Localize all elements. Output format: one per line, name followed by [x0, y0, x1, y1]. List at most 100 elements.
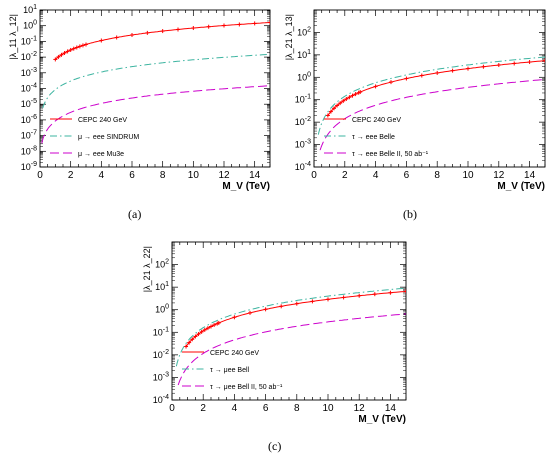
series-line-3	[177, 313, 406, 386]
series-line-3	[41, 85, 270, 144]
y-tick-label: 10-5	[21, 98, 37, 109]
y-tick-base: 10	[297, 72, 307, 82]
legend-label-3: μ → eee Mu3e	[78, 151, 124, 158]
y-tick-label: 10-3	[295, 139, 311, 150]
x-axis-label: M_V (TeV)	[222, 181, 270, 192]
x-axis-label: M_V (TeV)	[358, 414, 406, 425]
y-axis-label: |λ_21 λ_13|	[284, 14, 294, 60]
x-tick-label: 12	[493, 170, 505, 181]
series-layer	[317, 56, 545, 151]
series-line-2	[42, 53, 270, 109]
y-tick-exponent: -9	[31, 161, 37, 168]
chart-panel-a: 0 2 4 6 8 10 12 1410-910-810-710-610-510-410-31…	[8, 4, 271, 192]
y-tick-label: 101	[297, 49, 311, 60]
y-tick-exponent: -5	[31, 98, 37, 105]
y-tick-exponent: -1	[305, 94, 311, 101]
y-tick-label: 10-2	[153, 349, 169, 360]
y-tick-base: 10	[21, 68, 31, 78]
y-tick-base: 10	[153, 395, 163, 405]
y-tick-base: 10	[295, 140, 305, 150]
series-line-1	[185, 290, 406, 347]
y-tick-label: 10-2	[295, 116, 311, 127]
legend-label-1: CEPC 240 GeV	[78, 117, 127, 124]
chart-panel-c: 0 2 4 6 8 10 12 1410-410-310-210-1100101102M_V …	[142, 241, 407, 425]
y-tick-label: 101	[155, 281, 169, 292]
series-layer	[41, 20, 270, 144]
x-tick-label: 14	[385, 403, 397, 414]
legend-label-3: τ → eee Belle II, 50 ab⁻¹	[352, 151, 429, 158]
y-tick-exponent: -1	[163, 326, 169, 333]
x-tick-label: 6	[404, 170, 410, 181]
plot-frame	[313, 9, 546, 168]
y-tick-base: 10	[21, 115, 31, 125]
y-tick-label: 101	[23, 4, 37, 15]
y-tick-exponent: 1	[33, 4, 37, 11]
y-tick-label: 10-4	[295, 161, 311, 172]
y-tick-base: 10	[295, 117, 305, 127]
y-tick-base: 10	[21, 52, 31, 62]
plot-frame	[171, 241, 407, 401]
x-tick-label: 10	[188, 170, 200, 181]
x-tick-label: 14	[249, 170, 261, 181]
x-tick-label: 8	[160, 170, 166, 181]
legend-label-2: τ → μee Bell	[210, 367, 250, 374]
y-tick-label: 10-1	[153, 326, 169, 337]
y-tick-exponent: -2	[31, 51, 37, 58]
y-tick-exponent: 2	[165, 259, 169, 266]
y-tick-base: 10	[297, 27, 307, 37]
y-axis-label: |λ_21 λ_22|	[142, 246, 152, 292]
x-tick-label: 12	[218, 170, 230, 181]
legend-label-1: CEPC 240 GeV	[352, 117, 401, 124]
legend-label-2: μ → eee SINDRUM	[78, 134, 139, 141]
series-line-2	[175, 287, 406, 367]
y-tick-label: 10-2	[21, 51, 37, 62]
y-tick-exponent: -8	[31, 145, 37, 152]
x-tick-label: 4	[232, 403, 238, 414]
y-tick-label: 102	[155, 259, 169, 270]
y-tick-exponent: 0	[307, 71, 311, 78]
legend-label-3: τ → μee Bell II, 50 ab⁻¹	[210, 384, 283, 391]
y-tick-exponent: -3	[163, 371, 169, 378]
y-tick-base: 10	[21, 146, 31, 156]
x-tick-label: 6	[129, 170, 135, 181]
y-tick-base: 10	[297, 50, 307, 60]
y-tick-base: 10	[21, 99, 31, 109]
x-tick-label: 2	[200, 403, 206, 414]
legend-label-2: τ → eee Belle	[352, 134, 395, 141]
x-tick-label: 4	[373, 170, 379, 181]
y-axis-label: |λ_11 λ_12|	[8, 14, 18, 60]
y-tick-exponent: 2	[307, 26, 311, 33]
x-tick-label: 10	[322, 403, 334, 414]
x-tick-label: 2	[68, 170, 74, 181]
y-tick-exponent: -2	[163, 349, 169, 356]
panel-caption-c: (c)	[268, 439, 282, 453]
y-tick-base: 10	[155, 305, 165, 315]
y-tick-base: 10	[295, 162, 305, 172]
y-tick-exponent: -4	[305, 161, 311, 168]
y-tick-base: 10	[21, 162, 31, 172]
x-tick-label: 8	[434, 170, 440, 181]
y-tick-exponent: -1	[31, 35, 37, 42]
x-axis-label: M_V (TeV)	[497, 181, 545, 192]
y-tick-exponent: -3	[305, 139, 311, 146]
y-tick-exponent: -3	[31, 67, 37, 74]
y-tick-label: 10-9	[21, 161, 37, 172]
y-tick-base: 10	[295, 95, 305, 105]
panel-caption-a: (a)	[128, 207, 142, 221]
series-layer	[175, 287, 406, 386]
y-tick-label: 10-3	[21, 67, 37, 78]
series-line-1	[327, 60, 545, 116]
y-tick-exponent: 0	[33, 20, 37, 27]
y-tick-label: 10-6	[21, 114, 37, 125]
y-tick-base: 10	[21, 36, 31, 46]
y-tick-exponent: 0	[165, 304, 169, 311]
y-tick-exponent: -6	[31, 114, 37, 121]
y-tick-base: 10	[153, 350, 163, 360]
y-tick-base: 10	[155, 282, 165, 292]
y-tick-base: 10	[153, 327, 163, 337]
series-line-3	[319, 79, 545, 151]
y-tick-base: 10	[155, 260, 165, 270]
series-line-1	[55, 22, 270, 60]
y-tick-label: 10-1	[21, 35, 37, 46]
y-tick-label: 100	[155, 304, 169, 315]
